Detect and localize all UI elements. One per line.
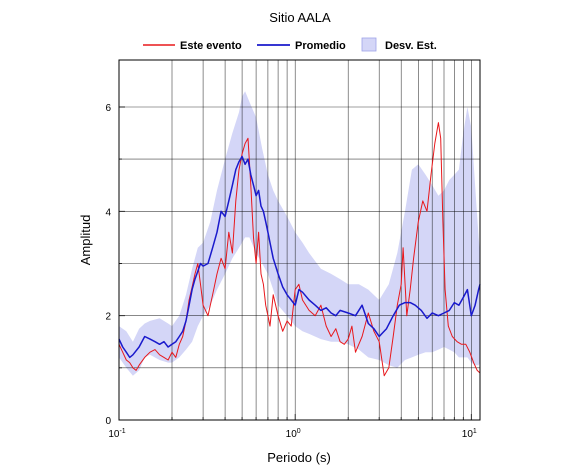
y-axis-label: Amplitud: [78, 215, 93, 266]
y-tick-label: 2: [105, 312, 111, 323]
legend: Este evento Promedio Desv. Est.: [143, 37, 437, 52]
x-tick-base: 10: [462, 429, 474, 440]
x-tick-exponent: 1: [473, 428, 477, 435]
std-band-layer: [119, 91, 480, 376]
legend-label-band: Desv. Est.: [385, 40, 437, 52]
y-tick-label: 4: [105, 207, 111, 218]
x-tick-base: 10: [286, 429, 298, 440]
y-tick-label: 6: [105, 103, 111, 114]
series-line-event: [118, 122, 481, 377]
std-band: [119, 91, 480, 376]
legend-swatch-band: [361, 37, 377, 52]
legend-label-event: Este evento: [180, 40, 242, 52]
chart-title: Sitio AALA: [269, 10, 331, 25]
plot-frame: [118, 59, 481, 421]
x-tick-exponent: -1: [119, 428, 125, 435]
x-tick-label: 100: [286, 428, 301, 440]
x-axis-label: Periodo (s): [267, 450, 331, 465]
y-tick-label: 0: [105, 416, 111, 427]
grid: [119, 60, 480, 420]
legend-label-mean: Promedio: [295, 40, 346, 52]
x-tick-base: 10: [108, 429, 120, 440]
x-tick-label: 10-1: [108, 428, 125, 440]
x-tick-exponent: 0: [297, 428, 301, 435]
series-layer: [118, 122, 481, 377]
x-tick-label: 101: [462, 428, 477, 440]
series-line-mean: [118, 155, 481, 359]
